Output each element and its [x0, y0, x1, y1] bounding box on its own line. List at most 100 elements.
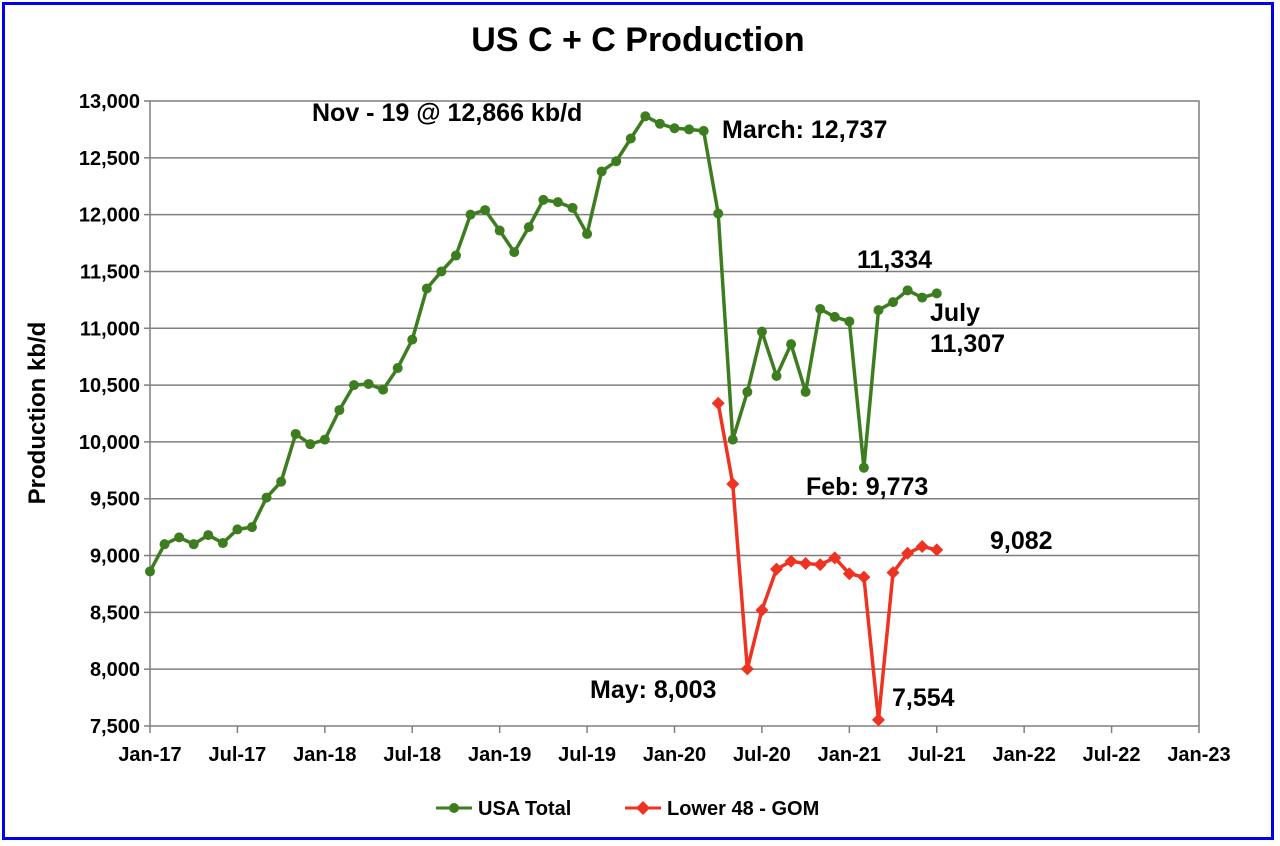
chart-title: US C + C Production — [471, 21, 804, 59]
data-point — [319, 434, 330, 445]
data-point — [188, 539, 199, 550]
annotation-july: July — [930, 299, 980, 327]
data-point — [509, 247, 520, 258]
data-point — [407, 334, 418, 345]
legend-marker-lower48 — [636, 801, 650, 815]
data-point — [494, 225, 505, 236]
y-tick-label: 12,000 — [79, 205, 140, 227]
data-point — [740, 662, 754, 676]
data-point — [844, 316, 855, 327]
data-point — [886, 566, 900, 580]
annotation-july-value: 11,307 — [930, 330, 1005, 358]
legend: USA Total Lower 48 - GOM — [436, 798, 819, 820]
data-point — [698, 125, 709, 136]
y-tick-label: 9,000 — [90, 546, 140, 568]
legend-label-usa-total: USA Total — [478, 798, 571, 820]
data-point — [842, 567, 856, 581]
data-point — [727, 434, 738, 445]
data-point — [931, 288, 942, 299]
plot-area — [149, 100, 1200, 727]
annotation-feb: Feb: 9,773 — [806, 473, 928, 501]
data-point — [552, 197, 563, 208]
data-point — [450, 250, 461, 261]
data-point — [915, 539, 929, 553]
gridlines — [150, 157, 1199, 670]
data-point — [684, 124, 695, 135]
data-point — [888, 297, 899, 308]
data-point — [815, 303, 826, 314]
data-point — [726, 477, 740, 491]
data-point — [523, 222, 534, 233]
data-point — [217, 538, 228, 549]
data-point — [538, 194, 549, 205]
data-point — [465, 209, 476, 220]
x-tick-label: Jan-19 — [468, 744, 531, 766]
data-point — [246, 522, 257, 533]
data-point — [784, 554, 798, 568]
x-tick-label: Jan-17 — [118, 744, 181, 766]
y-tick-label: 9,500 — [90, 489, 140, 511]
data-point — [930, 543, 944, 557]
data-point — [436, 266, 447, 277]
data-point — [174, 532, 185, 543]
data-point — [771, 371, 782, 381]
data-point — [159, 539, 170, 550]
legend-item-lower48: Lower 48 - GOM — [625, 798, 819, 820]
x-tick-label: Jul-18 — [383, 744, 441, 766]
annotation-march: March: 12,737 — [722, 116, 887, 144]
legend-marker-usa-total — [449, 803, 459, 813]
data-point — [756, 326, 767, 337]
data-point — [828, 551, 842, 565]
legend-item-usa-total: USA Total — [436, 798, 571, 820]
x-tick-label: Jan-23 — [1167, 744, 1230, 766]
data-point — [857, 570, 871, 584]
x-tick-label: Jul-22 — [1083, 744, 1141, 766]
annotations: Nov - 19 @ 12,866 kb/d March: 12,737 11,… — [312, 99, 1053, 712]
data-point — [902, 285, 913, 296]
plot-border — [149, 100, 1200, 727]
data-point — [799, 557, 813, 570]
series-usa-total — [145, 111, 942, 577]
data-point — [769, 562, 783, 576]
data-point — [348, 380, 359, 391]
data-point — [582, 228, 593, 239]
data-point — [290, 428, 301, 439]
annotation-may: May: 8,003 — [590, 676, 716, 704]
data-point — [755, 603, 769, 617]
y-tick-label: 12,500 — [79, 148, 140, 170]
x-tick-label: Jul-17 — [209, 744, 267, 766]
x-axis-ticks: Jan-17 Jul-17 Jan-18 Jul-18 Jan-19 Jul-19 Jan-… — [118, 726, 1231, 766]
data-point — [378, 384, 389, 395]
data-point — [145, 566, 155, 577]
x-tick-label: Jul-20 — [733, 744, 791, 766]
y-tick-label: 7,500 — [90, 716, 140, 738]
data-point — [742, 386, 753, 397]
x-tick-label: Jan-21 — [818, 744, 881, 766]
y-tick-label: 11,500 — [80, 261, 140, 283]
y-tick-label: 8,000 — [90, 659, 140, 681]
y-tick-label: 10,500 — [79, 375, 140, 397]
data-point — [392, 363, 403, 374]
y-tick-label: 10,000 — [79, 432, 140, 454]
annotation-recent-high: 11,334 — [857, 246, 932, 274]
x-tick-label: Jan-20 — [643, 744, 706, 766]
y-axis-label: Production kb/d — [24, 322, 51, 505]
y-tick-label: 11,000 — [80, 318, 140, 340]
annotation-peak: Nov - 19 @ 12,866 kb/d — [312, 99, 582, 127]
annotation-l48-low: 7,554 — [892, 684, 955, 712]
data-point — [261, 492, 272, 503]
x-tick-label: Jul-21 — [908, 744, 966, 766]
annotation-l48-last: 9,082 — [990, 527, 1053, 555]
y-axis-ticks: 7,500 8,000 8,500 9,000 9,500 10,000 10,500 11,… — [79, 91, 150, 738]
series-layer — [145, 111, 944, 727]
data-point — [232, 524, 243, 535]
data-point — [917, 292, 928, 303]
data-point — [305, 439, 316, 450]
data-point — [786, 339, 797, 350]
x-tick-label: Jan-18 — [293, 744, 356, 766]
data-point — [567, 202, 578, 213]
data-point — [669, 123, 680, 134]
y-tick-label: 13,000 — [79, 91, 140, 113]
